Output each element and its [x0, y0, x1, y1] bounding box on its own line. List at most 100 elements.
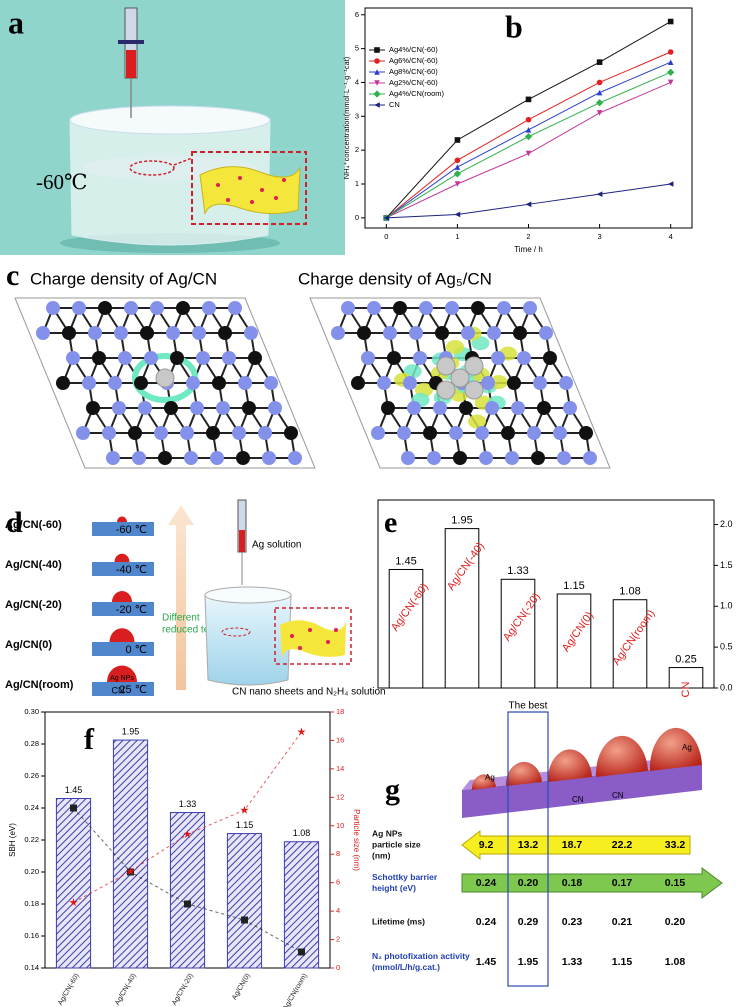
marker — [454, 211, 461, 218]
cell-value: 13.2 — [518, 839, 539, 851]
row-label: Lifetime (ms) — [372, 916, 425, 926]
x-tick-label: 2 — [526, 232, 530, 241]
y-tick-label: 0.20 — [24, 867, 39, 876]
highlight — [129, 160, 175, 176]
cell-value: 0.24 — [476, 877, 497, 889]
atom — [288, 451, 302, 465]
atom — [232, 426, 246, 440]
marker — [667, 49, 674, 55]
atom — [218, 326, 232, 340]
atom — [108, 376, 122, 390]
size-arrow — [461, 829, 691, 861]
atom — [66, 351, 80, 365]
sample-label: Ag/CN(-20) — [5, 599, 62, 611]
beaker-rim — [204, 586, 292, 604]
atom — [393, 301, 407, 315]
row-label: height (eV) — [372, 883, 416, 893]
cn-support — [92, 562, 154, 576]
atom — [331, 326, 345, 340]
y-tick-label: 2 — [355, 145, 359, 154]
y2-axis-label: Particle size (nm) — [352, 809, 361, 871]
atom — [92, 351, 106, 365]
x-axis-label: Time / h — [514, 245, 543, 254]
y-tick-label: 4 — [336, 906, 340, 915]
atom — [507, 376, 521, 390]
cn-slab — [462, 764, 702, 818]
category-label: Ag/CN(-40) — [114, 972, 138, 1006]
atom — [427, 451, 441, 465]
ag-particle — [595, 735, 648, 777]
bar — [556, 593, 592, 689]
atom — [46, 301, 60, 315]
cell-value: 0.21 — [612, 916, 633, 928]
panel-label: a — [8, 4, 24, 40]
temperature: -60℃ — [36, 170, 88, 194]
atom — [248, 351, 262, 365]
surface-label: Ag — [682, 743, 692, 752]
y-tick-label: 12 — [336, 792, 344, 801]
support-label: CN — [112, 685, 125, 695]
value-label: 1.45 — [395, 555, 416, 567]
panel-label: b — [505, 8, 523, 44]
atom — [481, 376, 495, 390]
cn-support — [92, 642, 154, 656]
row-label: (nm) — [372, 850, 391, 860]
y-tick-label: 2.0 — [720, 519, 733, 529]
atom — [206, 426, 220, 440]
cn-support — [92, 602, 154, 616]
atom — [449, 426, 463, 440]
atom — [471, 301, 485, 315]
ag-particle — [107, 665, 137, 682]
atom — [505, 451, 519, 465]
ag-atom — [450, 368, 470, 388]
panel-c: c Charge density of Ag/CN Charge density… — [6, 259, 611, 469]
cell-value: 1.33 — [562, 956, 583, 968]
cell-value: 0.20 — [665, 916, 686, 928]
bar — [500, 578, 536, 689]
atom — [383, 326, 397, 340]
atom — [453, 451, 467, 465]
line — [386, 82, 671, 219]
atom — [236, 451, 250, 465]
y-tick-label: 0.5 — [720, 642, 733, 652]
x-tick-label: 4 — [669, 232, 673, 241]
atom — [491, 351, 505, 365]
legend-label: Ag8%/CN(-60) — [389, 67, 438, 76]
atom — [238, 376, 252, 390]
atom — [212, 376, 226, 390]
charge-lobe — [446, 340, 465, 355]
sample-label: Ag/CN(0) — [5, 639, 52, 651]
atom — [72, 301, 86, 315]
atom — [86, 401, 100, 415]
temperature-arrow — [168, 505, 194, 690]
y-tick-label: 0.18 — [24, 899, 39, 908]
atom — [461, 326, 475, 340]
atom — [88, 326, 102, 340]
atom — [445, 301, 459, 315]
category-label: Ag/CN(room) — [282, 972, 309, 1007]
panel-title: Charge density of Ag₅/CN — [298, 269, 492, 288]
atom — [523, 301, 537, 315]
atom — [210, 451, 224, 465]
bar — [112, 739, 149, 969]
category-label: Ag/CN(-20) — [171, 972, 195, 1006]
x-tick-label: 0 — [384, 232, 388, 241]
marker — [596, 79, 603, 86]
atom — [485, 401, 499, 415]
atom — [268, 401, 282, 415]
marker — [240, 805, 249, 814]
y-tick-label: 18 — [336, 707, 344, 716]
marker — [454, 181, 461, 187]
particle-label: Ag NPs — [110, 675, 134, 682]
y-tick-label: 4 — [355, 77, 359, 86]
y-tick-label: 6 — [336, 878, 340, 887]
cell-value: 1.95 — [518, 956, 539, 968]
atom — [583, 451, 597, 465]
y-tick-label: 6 — [355, 10, 359, 19]
atom — [154, 426, 168, 440]
bar — [612, 599, 648, 689]
y-tick-label: 8 — [336, 849, 340, 858]
category-label: CN — [680, 682, 692, 698]
atom — [176, 301, 190, 315]
atom — [192, 326, 206, 340]
